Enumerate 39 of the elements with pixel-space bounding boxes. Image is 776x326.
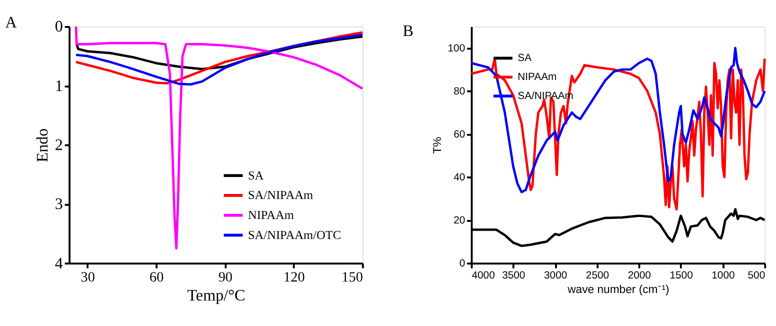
x-tick-label: 3500 (502, 270, 526, 282)
x-tick-label: 120 (284, 270, 305, 286)
x-tick-label: 2500 (586, 270, 610, 282)
y-tick-label: 60 (454, 129, 466, 140)
legend-label: NIPAAm (248, 208, 294, 222)
y-tick-label: 40 (454, 172, 466, 184)
y-tick-label: 100 (448, 43, 466, 54)
x-tick-label: 60 (150, 270, 164, 286)
x-tick-label: 3000 (544, 270, 568, 282)
y-tick-label: 0 (54, 18, 63, 36)
legend-label: SA (248, 168, 264, 182)
line-series (74, 25, 364, 250)
line-series (75, 35, 364, 70)
x-tick-label: 150 (342, 270, 363, 286)
y-tick-label: 80 (454, 86, 466, 98)
x-tick-label: 30 (80, 270, 95, 286)
x-tick-label: 2000 (628, 270, 652, 282)
x-tick-label: 500 (748, 270, 766, 282)
x-axis-title: wave number (cm⁻¹) (566, 284, 670, 296)
chart-title: A (5, 14, 18, 32)
legend-label: SA/NIPAAm/OTC (248, 228, 342, 242)
x-tick-label: 1000 (712, 270, 735, 282)
x-tick-label: 4000 (472, 270, 496, 282)
y-axis-title: Endo (34, 128, 52, 162)
legend-label: SA/NIPAAm (248, 188, 314, 202)
x-tick-label: 1500 (670, 270, 694, 282)
x-tick-label: 90 (218, 270, 232, 286)
y-tick-label: 3 (54, 196, 63, 214)
y-axis-title: T% (432, 136, 444, 154)
x-axis-title: Temp/°C (187, 287, 246, 304)
y-tick-label: 4 (54, 255, 63, 272)
y-tick-label: 1 (54, 78, 63, 95)
chart-title: B (402, 22, 414, 40)
y-tick-label: 2 (54, 136, 63, 154)
legend-label: SA (518, 53, 532, 64)
legend-label: NIPAAm (518, 72, 557, 83)
y-tick-label: 20 (454, 215, 466, 226)
y-tick-label: 0 (459, 258, 466, 270)
line-series (470, 46, 766, 194)
